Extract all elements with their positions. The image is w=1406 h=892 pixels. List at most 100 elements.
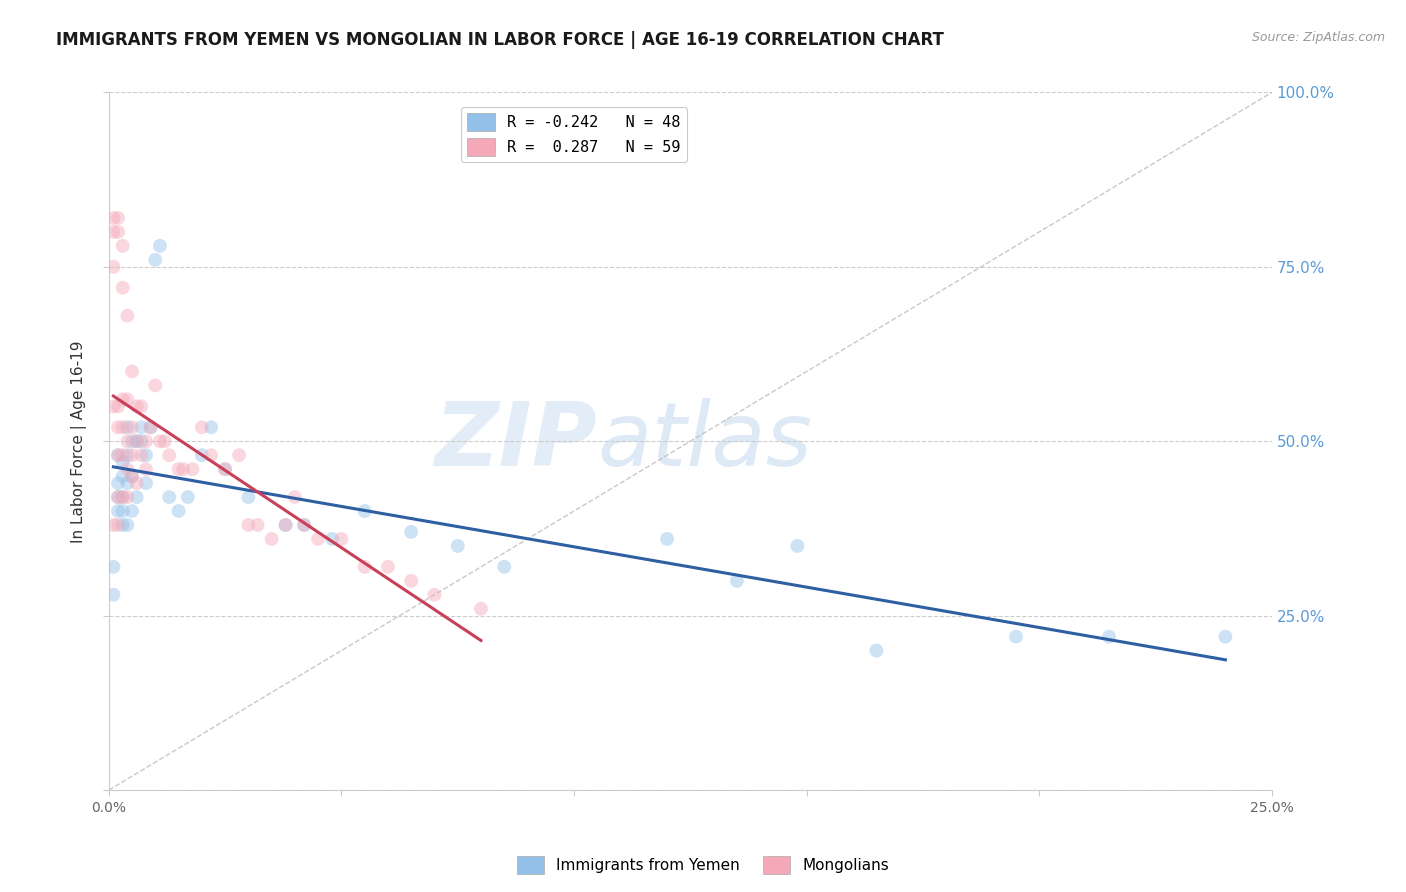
Point: [292, 518, 315, 533]
Point: [399, 574, 422, 588]
Point: [274, 518, 297, 533]
Point: [121, 469, 143, 483]
Point: [117, 309, 139, 323]
Point: [167, 504, 190, 518]
Point: [292, 518, 315, 533]
Point: [117, 448, 139, 462]
Point: [260, 532, 283, 546]
Point: [121, 469, 143, 483]
Point: [149, 434, 172, 449]
Point: [111, 490, 134, 504]
Legend: R = -0.242   N = 48, R =  0.287   N = 59: R = -0.242 N = 48, R = 0.287 N = 59: [461, 107, 686, 162]
Point: [149, 239, 172, 253]
Point: [103, 559, 125, 574]
Point: [121, 448, 143, 462]
Point: [1098, 630, 1121, 644]
Point: [107, 518, 129, 533]
Point: [353, 504, 375, 518]
Point: [167, 462, 190, 476]
Point: [117, 392, 139, 407]
Point: [111, 504, 134, 518]
Point: [121, 504, 143, 518]
Point: [228, 448, 250, 462]
Point: [111, 490, 134, 504]
Point: [131, 420, 153, 434]
Point: [111, 392, 134, 407]
Point: [107, 476, 129, 491]
Point: [111, 469, 134, 483]
Point: [139, 420, 162, 434]
Point: [111, 455, 134, 469]
Point: [107, 448, 129, 462]
Point: [238, 490, 260, 504]
Point: [399, 524, 422, 539]
Point: [103, 400, 125, 414]
Point: [470, 601, 492, 615]
Point: [139, 420, 162, 434]
Point: [238, 518, 260, 533]
Point: [214, 462, 236, 476]
Point: [125, 434, 148, 449]
Point: [107, 504, 129, 518]
Point: [200, 420, 222, 434]
Point: [107, 420, 129, 434]
Point: [353, 559, 375, 574]
Point: [447, 539, 470, 553]
Point: [107, 448, 129, 462]
Point: [121, 434, 143, 449]
Point: [494, 559, 516, 574]
Point: [181, 462, 204, 476]
Point: [103, 260, 125, 274]
Point: [177, 490, 200, 504]
Point: [107, 225, 129, 239]
Point: [191, 448, 214, 462]
Point: [725, 574, 748, 588]
Point: [103, 518, 125, 533]
Point: [111, 420, 134, 434]
Point: [117, 462, 139, 476]
Point: [135, 448, 157, 462]
Point: [274, 518, 297, 533]
Point: [307, 532, 329, 546]
Point: [865, 643, 887, 657]
Point: [157, 490, 180, 504]
Point: [117, 518, 139, 533]
Point: [321, 532, 343, 546]
Point: [117, 420, 139, 434]
Legend: Immigrants from Yemen, Mongolians: Immigrants from Yemen, Mongolians: [510, 850, 896, 880]
Point: [121, 420, 143, 434]
Point: [1005, 630, 1028, 644]
Y-axis label: In Labor Force | Age 16-19: In Labor Force | Age 16-19: [72, 340, 87, 542]
Text: atlas: atlas: [598, 398, 813, 484]
Point: [107, 400, 129, 414]
Point: [191, 420, 214, 434]
Point: [157, 448, 180, 462]
Point: [1215, 630, 1237, 644]
Point: [111, 518, 134, 533]
Point: [284, 490, 307, 504]
Point: [107, 490, 129, 504]
Text: Source: ZipAtlas.com: Source: ZipAtlas.com: [1251, 31, 1385, 45]
Point: [330, 532, 353, 546]
Point: [125, 490, 148, 504]
Point: [423, 588, 446, 602]
Point: [117, 434, 139, 449]
Point: [143, 378, 166, 392]
Point: [103, 225, 125, 239]
Point: [107, 211, 129, 225]
Point: [786, 539, 808, 553]
Point: [655, 532, 678, 546]
Point: [103, 211, 125, 225]
Point: [111, 448, 134, 462]
Point: [135, 462, 157, 476]
Point: [214, 462, 236, 476]
Point: [117, 490, 139, 504]
Point: [172, 462, 194, 476]
Point: [246, 518, 269, 533]
Point: [131, 448, 153, 462]
Point: [121, 364, 143, 378]
Point: [125, 434, 148, 449]
Point: [103, 588, 125, 602]
Point: [200, 448, 222, 462]
Point: [117, 476, 139, 491]
